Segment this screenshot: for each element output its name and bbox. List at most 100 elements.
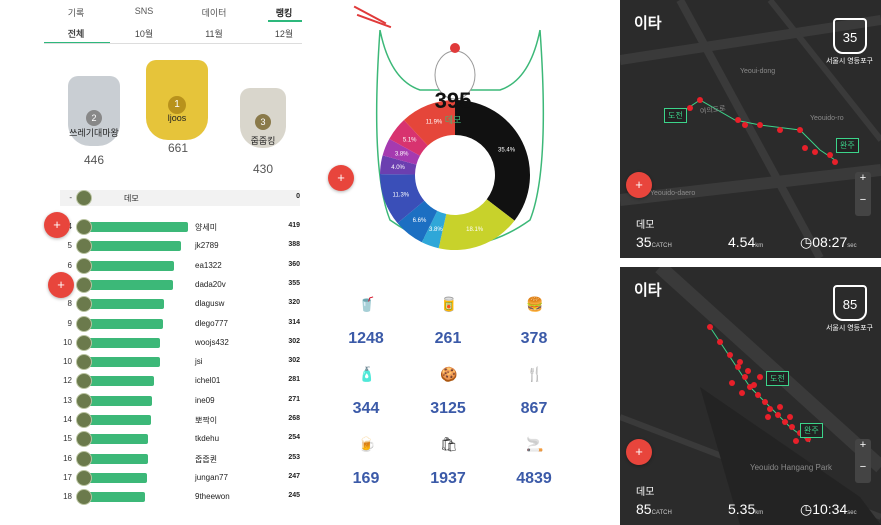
- stat-value: 169: [352, 470, 380, 487]
- add-friend-button[interactable]: +: [48, 272, 74, 298]
- rank-row[interactable]: 17 jungan77 247: [60, 469, 300, 486]
- rank-row[interactable]: 12 ichel01 281: [60, 373, 300, 390]
- rank-row[interactable]: 10 jsi 302: [60, 354, 300, 371]
- bag-icon: 🛍: [440, 436, 458, 452]
- donut-slice-label: 3.8%: [395, 151, 409, 157]
- rank-bar: [86, 318, 163, 329]
- trash-pickup-marker: [757, 374, 763, 380]
- rank-row[interactable]: 9 dlego777 314: [60, 315, 300, 332]
- category-donut-chart: 35.4%18.1%3.8%6.6%11.3%4.0%3.8%5.1%11.9%: [380, 100, 530, 250]
- street-label: Yeouido-daero: [650, 190, 696, 197]
- trash-pickup-marker: [751, 382, 757, 388]
- avatar: [76, 469, 92, 486]
- rank-score: 314: [288, 318, 300, 326]
- distance-stat: 4.54km: [728, 234, 764, 250]
- trash-pickup-marker: [787, 414, 793, 420]
- rank-score: 247: [288, 472, 300, 480]
- clock-icon: ◷: [800, 501, 813, 517]
- zoom-out-icon[interactable]: −: [859, 461, 867, 473]
- trash-pickup-marker: [729, 380, 735, 386]
- add-friend-button[interactable]: +: [626, 172, 652, 198]
- rank-name: dlego777: [195, 318, 228, 328]
- trash-pickup-marker: [742, 374, 748, 380]
- trash-pickup-marker: [717, 339, 723, 345]
- trash-pickup-marker: [727, 352, 733, 358]
- rank-score: 245: [288, 492, 300, 500]
- add-user-icon: +: [635, 177, 643, 192]
- rank-row[interactable]: 7dada20v355: [60, 276, 300, 293]
- avatar: [76, 392, 92, 409]
- add-friend-button[interactable]: +: [44, 212, 70, 238]
- subtab-all[interactable]: 전체: [67, 29, 85, 39]
- add-friend-button[interactable]: +: [328, 165, 354, 191]
- rank-number: 18: [63, 492, 72, 502]
- tab-data[interactable]: 데이터: [201, 8, 227, 18]
- rank-score: 388: [288, 241, 300, 249]
- map-roads: [620, 267, 881, 525]
- catch-stat: 35CATCH: [636, 234, 672, 250]
- zoom-control[interactable]: + −: [855, 439, 871, 483]
- rank-row[interactable]: 18 9theewon 245: [60, 489, 300, 506]
- time-stat: ◷08:27sec: [800, 234, 857, 250]
- stat-value: 344: [352, 400, 380, 417]
- donut-slice: [404, 100, 455, 146]
- stat-value: 3125: [430, 400, 466, 417]
- add-user-icon: +: [57, 277, 65, 292]
- zoom-out-icon[interactable]: −: [859, 194, 867, 206]
- rank-number: 5: [67, 241, 72, 251]
- podium-bag-1: 1: [146, 60, 208, 140]
- stat-value: 4839: [516, 470, 552, 487]
- subtab-december[interactable]: 12월: [274, 29, 294, 39]
- rank-score: 302: [288, 357, 300, 365]
- rank-bar: [86, 453, 148, 464]
- subtab-november[interactable]: 11월: [205, 29, 223, 39]
- rank-row[interactable]: 16 줍줍퀸 253: [60, 450, 300, 467]
- donut-slice-label: 35.4%: [498, 148, 516, 154]
- rank-number: 8: [67, 299, 72, 309]
- rank-row[interactable]: 15 tkdehu 254: [60, 431, 300, 448]
- add-friend-button[interactable]: +: [626, 439, 652, 465]
- rank-name: jk2789: [195, 241, 219, 251]
- rank-row[interactable]: 10 woojs432 302: [60, 334, 300, 351]
- rank-number: 12: [63, 376, 72, 386]
- my-rank-row[interactable]: - 데모 0: [60, 190, 300, 206]
- podium-score-2: 446: [83, 153, 105, 167]
- zoom-in-icon[interactable]: +: [859, 172, 867, 184]
- rank-name: ea1322: [195, 260, 222, 270]
- tab-sns[interactable]: SNS: [134, 6, 154, 16]
- rank-row[interactable]: 14 뽀짝이 268: [60, 412, 300, 428]
- tab-ranking[interactable]: 랭킹: [275, 8, 293, 18]
- zoom-in-icon[interactable]: +: [859, 439, 867, 451]
- zoom-control[interactable]: + −: [855, 172, 871, 216]
- rank-bar: [86, 260, 174, 271]
- rank-row[interactable]: 8 dlagusw 320: [60, 296, 300, 313]
- trash-pickup-marker: [735, 364, 741, 370]
- rank-row[interactable]: 6 ea1322 360: [60, 257, 300, 274]
- district-label: 서울시 영등포구: [825, 325, 873, 332]
- stat-value: 261: [434, 330, 462, 347]
- rank-row[interactable]: 13 ine09 271: [60, 392, 300, 409]
- trash-pickup-marker: [789, 424, 795, 430]
- rank-name: 줍줍퀸: [195, 454, 218, 464]
- subtab-october[interactable]: 10월: [134, 29, 154, 39]
- trash-pickup-marker: [755, 392, 761, 398]
- rank-row[interactable]: 4양세미419: [60, 219, 300, 235]
- rank-name: jsi: [195, 357, 203, 367]
- rank-bar: [86, 241, 181, 252]
- map-card-top[interactable]: 이타 여의도로 Yeouido-daero Yeouido-ro Yeoui-d…: [620, 0, 881, 258]
- rank-row[interactable]: 5 jk2789 388: [60, 238, 300, 255]
- tab-record[interactable]: 기록: [67, 8, 85, 18]
- rank-score: 360: [288, 260, 300, 268]
- snack-icon: 🍪: [440, 366, 458, 382]
- catch-stat: 85CATCH: [636, 501, 672, 517]
- avatar: [76, 238, 92, 255]
- can-icon: 🥫: [440, 296, 458, 312]
- donut-slice-label: 5.1%: [403, 138, 417, 144]
- map-card-bottom[interactable]: 이타 Yeouido Hangang Park 85 서울시 영등포구 도전 완…: [620, 267, 881, 525]
- trash-pickup-marker: [737, 359, 743, 365]
- trash-bag-count-badge: 35: [833, 18, 867, 54]
- donut-slice-label: 11.3%: [393, 192, 410, 198]
- podium-medal-2: 2: [86, 110, 102, 126]
- rank-name: dlagusw: [195, 299, 225, 309]
- avatar: [76, 412, 92, 428]
